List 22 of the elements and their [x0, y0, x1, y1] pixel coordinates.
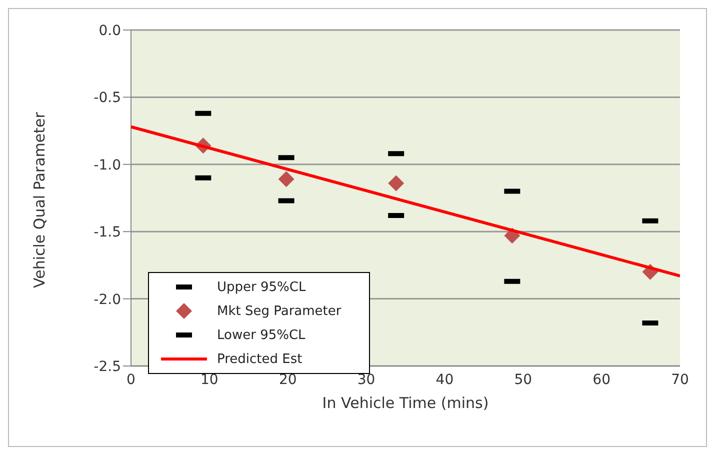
x-tick-label: 10: [200, 372, 218, 388]
x-tick-label: 0: [126, 372, 136, 388]
x-tick-label: 60: [592, 372, 610, 388]
y-tick-label: -0.5: [94, 90, 121, 106]
legend-label: Lower 95%CL: [217, 328, 306, 342]
x-tick-label: 70: [671, 372, 689, 388]
legend-label: Predicted Est: [217, 352, 302, 366]
y-axis-title: Vehicle Qual Parameter: [30, 111, 48, 288]
x-axis-title: In Vehicle Time (mins): [322, 394, 489, 412]
legend-label: Mkt Seg Parameter: [217, 304, 342, 318]
x-tick-label: 30: [357, 372, 376, 388]
y-tick-label: -2.0: [94, 292, 121, 308]
y-tick-label: -1.5: [94, 224, 121, 241]
x-tick-label: 50: [514, 372, 532, 388]
y-tick-label: 0.0: [98, 22, 121, 39]
x-tick-label: 20: [278, 372, 297, 388]
point: [278, 171, 294, 188]
legend-label: Upper 95%CL: [217, 280, 306, 294]
y-tick-label: -2.5: [94, 358, 121, 375]
x-tick-label: 40: [436, 372, 454, 388]
point: [388, 175, 404, 192]
y-tick-label: -1.0: [94, 157, 121, 174]
